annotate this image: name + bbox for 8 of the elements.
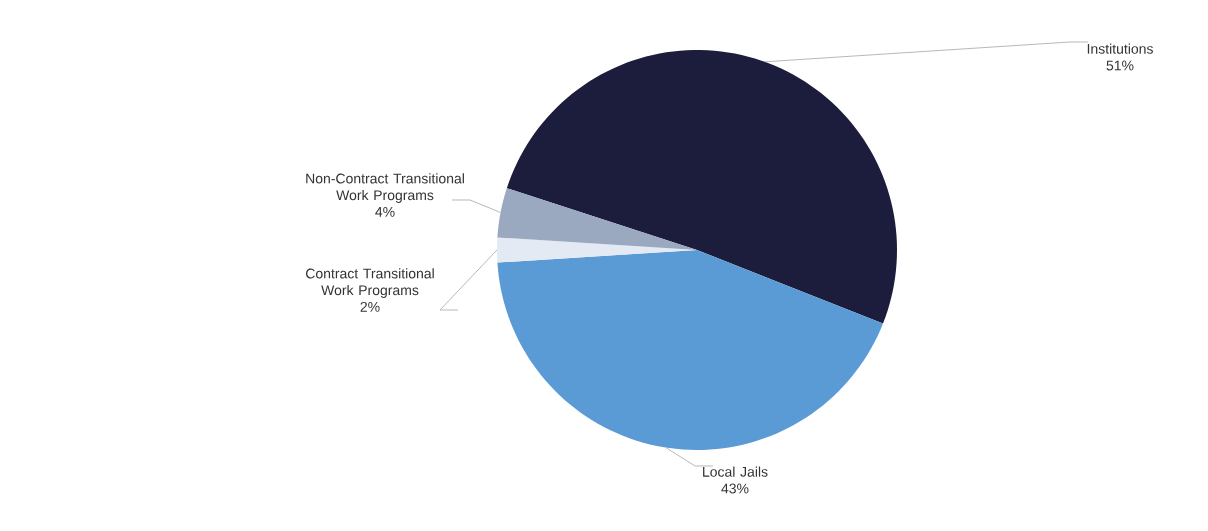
slice-label: Contract Transitional Work Programs xyxy=(306,268,434,298)
data-label: 4% xyxy=(375,206,395,217)
slice-label: Institutions xyxy=(1087,43,1153,54)
data-label: 43% xyxy=(721,483,749,494)
slice-label: Local Jails xyxy=(703,466,768,477)
slice-label: Non-Contract Transitional Work Programs xyxy=(306,173,464,203)
data-label: 2% xyxy=(360,301,380,312)
data-label: 51% xyxy=(1106,60,1134,71)
